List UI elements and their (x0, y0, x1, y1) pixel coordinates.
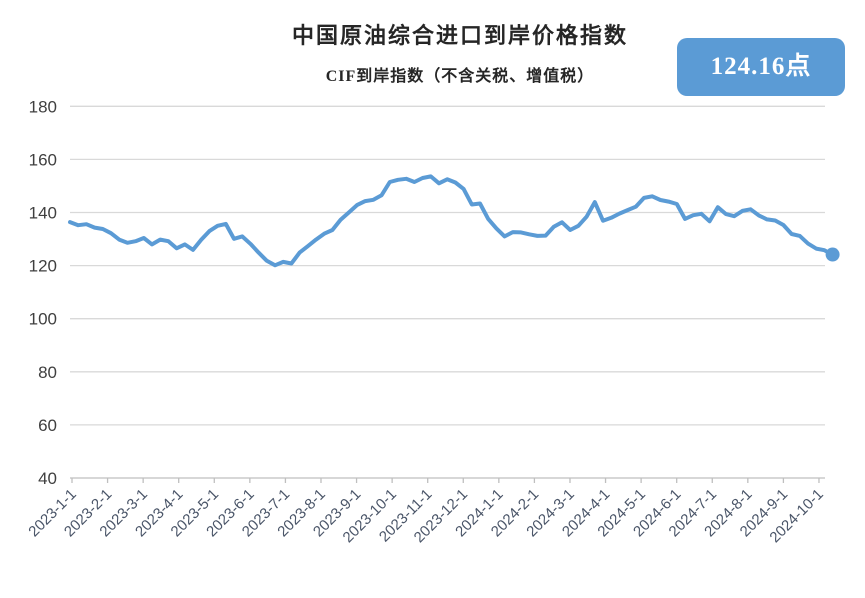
y-tick-label: 180 (29, 97, 57, 116)
end-point-dot (825, 247, 840, 262)
y-tick-label: 140 (29, 204, 57, 223)
latest-value-badge: 124.16点 (677, 38, 845, 96)
x-axis: 2023-1-12023-2-12023-3-12023-4-12023-5-1… (25, 478, 827, 546)
price-index-line (68, 174, 835, 268)
gridlines (70, 105, 825, 479)
y-tick-label: 40 (38, 469, 57, 488)
y-tick-label: 100 (29, 310, 57, 329)
y-axis-labels: 180 160 140 120 100 80 60 40 (29, 97, 57, 488)
y-tick-label: 60 (38, 416, 57, 435)
y-tick-label: 120 (29, 257, 57, 276)
y-tick-label: 80 (38, 363, 57, 382)
y-tick-label: 160 (29, 150, 57, 169)
